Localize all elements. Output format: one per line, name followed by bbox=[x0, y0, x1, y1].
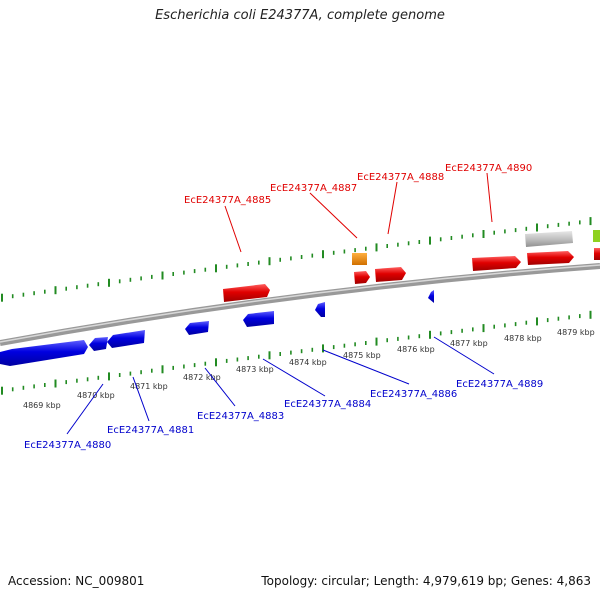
forward-genes bbox=[223, 230, 600, 302]
kbp-label: 4877 kbp bbox=[450, 339, 488, 348]
gene-label-4883[interactable]: EcE24377A_4883 bbox=[197, 411, 284, 422]
top-tick-track bbox=[1, 217, 592, 302]
gene-arrow-4888[interactable] bbox=[375, 267, 406, 282]
genome-summary-text: Topology: circular; Length: 4,979,619 bp… bbox=[261, 574, 591, 588]
accession-text: Accession: NC_009801 bbox=[8, 574, 145, 588]
gene-label-4881[interactable]: EcE24377A_4881 bbox=[107, 425, 194, 436]
gene-label-4886[interactable]: EcE24377A_4886 bbox=[370, 389, 457, 400]
gene-arrow-4892[interactable] bbox=[594, 248, 600, 260]
bottom-tick-track bbox=[1, 310, 592, 395]
gene-arrow-4880b[interactable] bbox=[89, 337, 108, 351]
kbp-label: 4872 kbp bbox=[183, 373, 221, 382]
gene-green-feature[interactable] bbox=[593, 230, 600, 242]
gene-arrow-4887[interactable] bbox=[354, 271, 370, 284]
gene-label-4889[interactable]: EcE24377A_4889 bbox=[456, 379, 543, 390]
kbp-label: 4873 kbp bbox=[236, 365, 274, 374]
gene-arrow-4885[interactable] bbox=[223, 284, 270, 302]
gene-arrow-4884[interactable] bbox=[243, 311, 274, 327]
kbp-label: 4878 kbp bbox=[504, 334, 542, 343]
reverse-genes bbox=[0, 290, 434, 366]
gene-label-4888[interactable]: EcE24377A_4888 bbox=[357, 172, 444, 183]
kbp-label: 4871 kbp bbox=[130, 382, 168, 391]
kbp-label: 4875 kbp bbox=[343, 351, 381, 360]
gene-arrow-4891[interactable] bbox=[527, 251, 574, 265]
gene-label-4885[interactable]: EcE24377A_4885 bbox=[184, 195, 271, 206]
gene-arrow-4883[interactable] bbox=[185, 321, 209, 335]
gene-arrow-4880[interactable] bbox=[0, 340, 88, 366]
reverse-gene-labels: EcE24377A_4880 EcE24377A_4881 EcE24377A_… bbox=[24, 336, 543, 451]
gene-label-4887[interactable]: EcE24377A_4887 bbox=[270, 183, 357, 194]
gene-arrow-4890[interactable] bbox=[472, 256, 521, 271]
kbp-label: 4869 kbp bbox=[23, 401, 61, 410]
kbp-label: 4879 kbp bbox=[557, 328, 595, 337]
gene-arrow-4886[interactable] bbox=[315, 302, 325, 317]
gene-label-4890[interactable]: EcE24377A_4890 bbox=[445, 163, 532, 174]
gene-orange-feature[interactable] bbox=[352, 253, 367, 265]
gene-arrow-4889[interactable] bbox=[428, 290, 434, 303]
scale-labels: 4869 kbp 4870 kbp 4871 kbp 4872 kbp 4873… bbox=[23, 328, 595, 410]
gene-label-4880[interactable]: EcE24377A_4880 bbox=[24, 440, 111, 451]
kbp-label: 4876 kbp bbox=[397, 345, 435, 354]
gene-arrow-4881[interactable] bbox=[107, 330, 145, 348]
kbp-label: 4874 kbp bbox=[289, 358, 327, 367]
backbone bbox=[0, 263, 600, 346]
kbp-label: 4870 kbp bbox=[77, 391, 115, 400]
gene-label-4884[interactable]: EcE24377A_4884 bbox=[284, 399, 371, 410]
forward-gene-labels: EcE24377A_4885 EcE24377A_4887 EcE24377A_… bbox=[184, 163, 532, 253]
map-title: Escherichia coli E24377A, complete genom… bbox=[155, 8, 445, 23]
gene-grey-feature[interactable] bbox=[525, 231, 573, 247]
